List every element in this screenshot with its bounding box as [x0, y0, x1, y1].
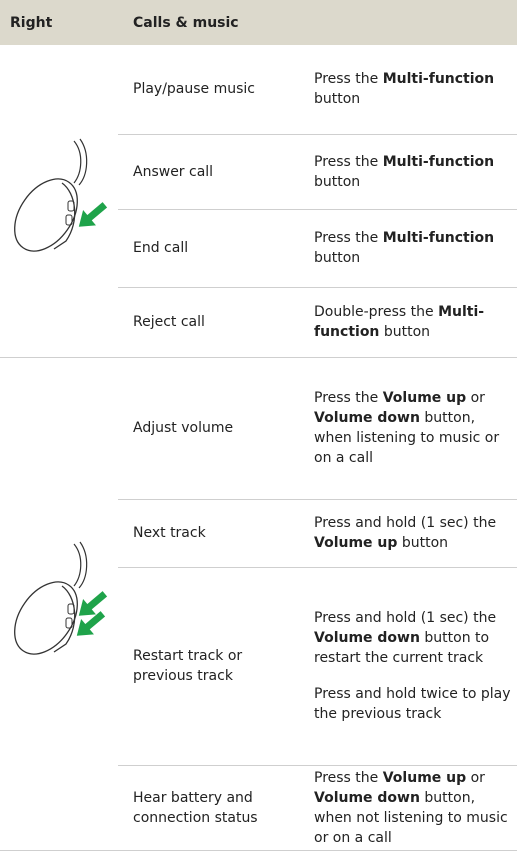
description-cell: Press and hold (1 sec) the Volume up but… — [303, 499, 517, 568]
arrow-icon — [78, 201, 108, 227]
bold-text: Volume down — [314, 789, 420, 806]
table-row: Answer call Press the Multi-function butt… — [0, 134, 517, 210]
bold-text: Multi-function — [382, 71, 495, 88]
text: button — [314, 250, 361, 266]
action-cell: Reject call — [118, 287, 303, 358]
headphone-illustration — [14, 138, 108, 252]
description-cell: Press the Multi-function button — [303, 134, 517, 210]
table-row: Next track Press and hold (1 sec) the Vol… — [0, 499, 517, 568]
description-paragraph: Press and hold (1 sec) the Volume up but… — [314, 513, 511, 553]
bold-text: Multi-function — [314, 304, 485, 340]
text: Press the — [314, 71, 383, 88]
table-row: Reject call Double-press the Multi-functi… — [0, 287, 517, 358]
image-cell — [0, 45, 118, 358]
action-cell: Adjust volume — [118, 357, 303, 500]
text: button — [314, 173, 361, 190]
table-row: Hear battery and connection status Press … — [0, 765, 517, 851]
text: button to restart the current track — [314, 630, 490, 666]
action-cell: Next track — [118, 499, 303, 568]
description-paragraph: Press the Volume up or Volume down butto… — [314, 388, 511, 468]
text: Press and hold (1 sec) the — [314, 515, 497, 531]
action-cell: Restart track or previous track — [118, 567, 303, 766]
text: or — [466, 390, 485, 406]
description-cell: Press and hold (1 sec) the Volume down b… — [303, 567, 517, 766]
headphone-illustration — [14, 541, 108, 655]
description-paragraph: Double-press the Multi-function button — [314, 302, 511, 342]
text: button, when listening to music or on a … — [314, 410, 500, 466]
description-paragraph: Press and hold twice to play the previou… — [314, 684, 511, 724]
bold-text: Volume up — [382, 769, 467, 786]
text: Press the — [314, 153, 383, 170]
bold-text: Volume up — [382, 390, 467, 406]
bold-text: Volume down — [314, 630, 420, 646]
description-cell: Press the Volume up or Volume down butto… — [303, 765, 517, 851]
text: button — [379, 324, 431, 340]
table-row: Play/pause music Press the Multi-function… — [0, 45, 517, 358]
text: Press the — [314, 390, 383, 406]
action-cell: End call — [118, 209, 303, 288]
image-cell — [0, 357, 118, 851]
description-paragraph: Press the Volume up or Volume down butto… — [314, 768, 511, 848]
header-cell: Calls & music — [118, 0, 517, 45]
table-body: Play/pause music Press the Multi-function… — [0, 45, 517, 851]
text: button, when not listening to music or o… — [314, 789, 508, 846]
text: or — [466, 769, 485, 786]
header-row: Right Calls & music — [0, 0, 517, 45]
text: Press and hold (1 sec) the — [314, 610, 497, 626]
description-paragraph: Press and hold (1 sec) the Volume down b… — [314, 608, 511, 668]
table-row: End call Press the Multi-function button — [0, 209, 517, 288]
text: Double-press the — [314, 304, 439, 320]
arrow-icon — [76, 610, 106, 636]
action-cell: Answer call — [118, 134, 303, 210]
text: Press the — [314, 769, 383, 786]
bold-text: Volume down — [314, 410, 420, 426]
description-paragraph: Press the Multi-function button — [314, 228, 511, 268]
table-row: Restart track or previous track Press and… — [0, 567, 517, 766]
table-row: Adjust volume Press the Volume up or Volu… — [0, 357, 517, 851]
header-cell: Right — [0, 0, 118, 45]
text: Press the — [314, 230, 383, 246]
bold-text: Multi-function — [382, 153, 495, 170]
description-cell: Press the Multi-function button — [303, 45, 517, 135]
text: button — [314, 91, 361, 108]
description-cell: Double-press the Multi-function button — [303, 287, 517, 358]
text: Press and hold twice to play the previou… — [314, 686, 511, 722]
text: button — [397, 535, 449, 551]
description-paragraph: Press the Multi-function button — [314, 152, 511, 192]
action-cell: Play/pause music — [118, 45, 303, 135]
description-cell: Press the Multi-function button — [303, 209, 517, 288]
description-paragraph: Press the Multi-function button — [314, 69, 511, 109]
bold-text: Multi-function — [382, 230, 495, 246]
action-cell: Hear battery and connection status — [118, 765, 303, 851]
arrow-icon — [78, 590, 108, 616]
description-cell: Press the Volume up or Volume down butto… — [303, 357, 517, 500]
bold-text: Volume up — [314, 535, 398, 551]
